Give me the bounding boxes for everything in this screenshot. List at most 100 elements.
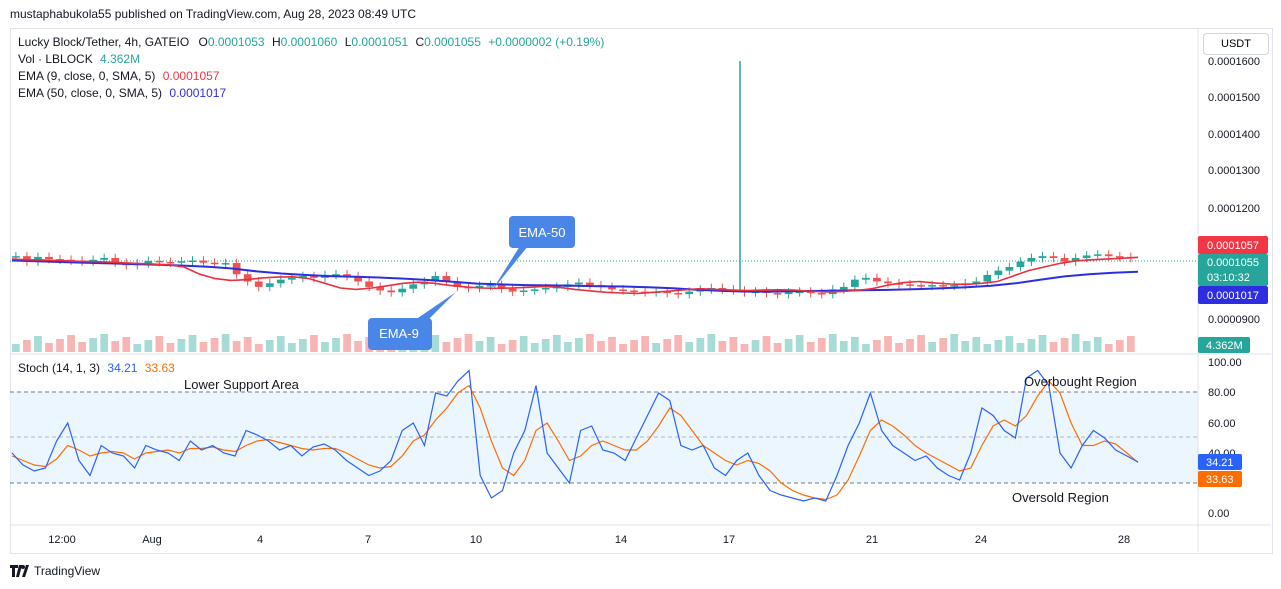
ema50-price-badge: 0.0001017: [1198, 286, 1268, 304]
volume-bar: [663, 339, 672, 352]
ema9-line: [11, 256, 1139, 295]
candle-body: [221, 263, 230, 265]
candle-body: [111, 257, 120, 263]
volume-bar: [89, 338, 98, 352]
volume-bar: [78, 342, 86, 352]
time-tick: 17: [723, 534, 735, 546]
candle-body: [486, 285, 495, 287]
candle-body: [906, 284, 914, 286]
overbought-label: Overbought Region: [1024, 374, 1137, 389]
ohlc-high: 0.0001060: [280, 35, 338, 49]
ema9-callout-box: [368, 318, 432, 350]
currency-button[interactable]: USDT: [1203, 33, 1269, 55]
volume-bar: [961, 341, 970, 352]
candle-body: [1027, 257, 1036, 262]
candle-body: [773, 293, 782, 295]
candle-body: [376, 286, 385, 291]
candle-body: [431, 276, 440, 282]
candle-body: [1016, 261, 1025, 268]
candle-body: [144, 260, 153, 264]
ema9-callout: EMA-9: [368, 292, 456, 350]
volume-bar: [221, 334, 230, 352]
stoch-k-badge: 34.21: [1198, 454, 1242, 470]
ema9-legend[interactable]: EMA (9, close, 0, SMA, 5) 0.0001057: [18, 69, 219, 83]
stoch-tick: 60.00: [1208, 418, 1236, 430]
ohlc-open: 0.0001053: [207, 35, 265, 49]
volume-bar: [177, 339, 186, 352]
volume-bar: [332, 338, 340, 352]
candle-body: [254, 281, 263, 287]
volume-bar: [608, 337, 616, 352]
candle-body: [12, 256, 20, 258]
stoch-k-value: 34.21: [107, 361, 138, 375]
ohlc-low: 0.0001051: [351, 35, 409, 49]
candle-body: [508, 288, 517, 292]
volume-bar: [321, 342, 329, 352]
volume-bar: [718, 341, 727, 352]
ema50-value: 0.0001017: [169, 86, 227, 100]
stoch-axis[interactable]: 100.00 80.00 60.00 40.00 0.00: [1208, 357, 1242, 520]
candle-body: [89, 259, 98, 262]
candle-body: [475, 285, 484, 288]
candle-body: [1005, 267, 1014, 271]
volume-bar: [133, 344, 142, 352]
price-tick: 0.0001300: [1208, 165, 1260, 177]
candle-body: [884, 281, 892, 284]
ema9-value: 0.0001057: [162, 69, 220, 83]
candle-body: [575, 282, 583, 285]
lower-support-label: Lower Support Area: [184, 377, 300, 392]
volume-bar: [1005, 336, 1014, 352]
volume-bar: [1093, 337, 1102, 352]
candle-body: [1049, 256, 1058, 258]
volume-bar: [100, 334, 109, 352]
volume-bar: [508, 340, 517, 352]
price-tick: 0.0001200: [1208, 203, 1260, 215]
stoch-legend[interactable]: Stoch (14, 1, 3) 34.21 33.63: [18, 361, 175, 375]
candle-body: [287, 277, 296, 280]
candle-body: [718, 287, 727, 290]
volume-bar: [243, 337, 252, 352]
volume-bar: [630, 340, 638, 352]
candle-body: [1082, 255, 1091, 258]
volume-bar: [442, 342, 451, 352]
stoch-d-badge: 33.63: [1198, 471, 1242, 487]
candle-body: [983, 274, 992, 282]
ema50-badge-text: 0.0001017: [1207, 290, 1259, 302]
volume-bar: [751, 340, 760, 352]
candle-body: [1071, 257, 1080, 262]
volume-bar: [674, 335, 683, 352]
time-axis[interactable]: 12:00 Aug 4 7 10 14 17 21 24 28: [48, 534, 1130, 546]
volume-bar: [928, 342, 936, 352]
time-tick: 24: [975, 534, 987, 546]
candle-body: [630, 290, 638, 293]
symbol-legend[interactable]: Lucky Block/Tether, 4h, GATEIO O0.000105…: [18, 35, 604, 49]
candle-body: [45, 256, 53, 260]
candle-body: [1038, 256, 1047, 258]
candle-body: [862, 277, 870, 280]
stoch-tick: 100.00: [1208, 357, 1242, 369]
volume-legend[interactable]: Vol · LBLOCK 4.362M: [18, 52, 140, 66]
candle-body: [310, 276, 318, 278]
volume-bar: [122, 337, 131, 352]
tradingview-footer[interactable]: TradingView: [10, 564, 100, 578]
volume-bar: [806, 342, 815, 352]
volume-bar: [994, 340, 1003, 352]
volume-bar: [1115, 340, 1124, 352]
candle-body: [795, 291, 804, 294]
candle-body: [497, 285, 506, 289]
candle-body: [619, 289, 627, 291]
candle-body: [276, 279, 285, 284]
last-price-text: 0.0001055: [1207, 257, 1259, 269]
candle-body: [928, 285, 936, 287]
volume-bar: [850, 337, 859, 352]
candle-body: [663, 291, 672, 294]
ema50-legend[interactable]: EMA (50, close, 0, SMA, 5) 0.0001017: [18, 86, 226, 100]
price-axis[interactable]: 0.0001600 0.0001500 0.0001400 0.0001300 …: [1208, 56, 1260, 326]
candle-body: [409, 284, 418, 289]
volume-bars: [12, 334, 1135, 352]
ema9-callout-pointer: [412, 292, 456, 322]
volume-bar: [155, 336, 164, 352]
volume-bar: [552, 335, 561, 352]
candle-body: [155, 260, 164, 263]
